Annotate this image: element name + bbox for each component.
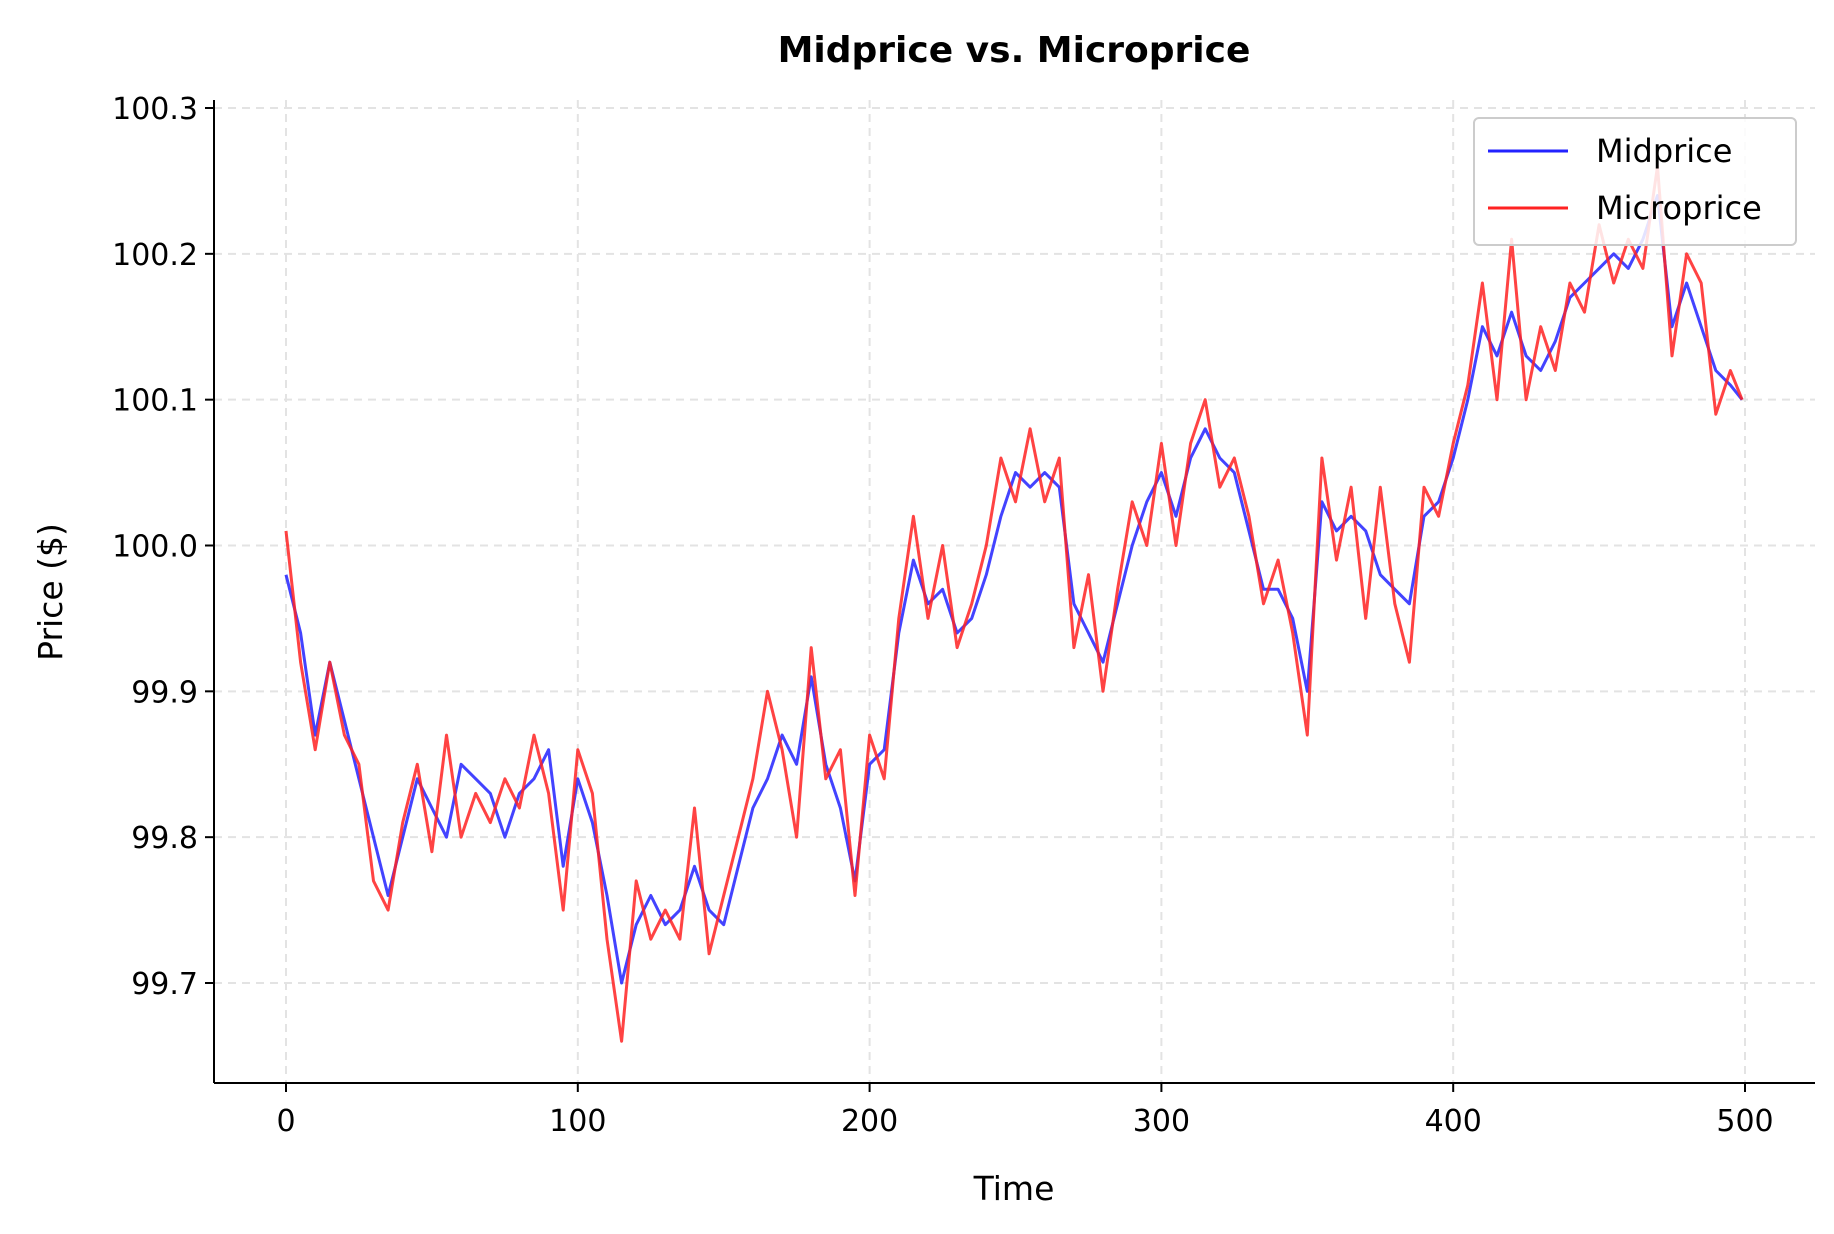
chart-title: Midprice vs. Microprice: [778, 30, 1251, 71]
legend-label-microprice: Microprice: [1596, 189, 1762, 227]
grid: [214, 100, 1815, 1083]
x-tick-label: 500: [1716, 1104, 1773, 1139]
series-line-midprice: [284, 194, 1744, 985]
series-line-microprice: [284, 164, 1744, 1043]
legend: Midprice Microprice: [1473, 117, 1797, 246]
y-axis-label: Price ($): [31, 523, 70, 661]
y-tick-label: 100.0: [112, 530, 198, 565]
x-tick-label: 0: [276, 1104, 295, 1139]
y-tick-label: 99.9: [131, 675, 198, 710]
y-tick-label: 100.2: [112, 238, 198, 273]
x-axis-label: Time: [973, 1169, 1055, 1208]
x-tick-label: 400: [1425, 1104, 1482, 1139]
series-lines: [284, 164, 1744, 1043]
legend-label-midprice: Midprice: [1596, 132, 1732, 170]
x-tick-label: 100: [549, 1104, 606, 1139]
y-tick-label: 99.7: [131, 967, 198, 1002]
y-tick-label: 100.3: [112, 92, 198, 127]
y-tick-label: 100.1: [112, 384, 198, 419]
x-tick-label: 200: [841, 1104, 898, 1139]
y-tick-label: 99.8: [131, 821, 198, 856]
axes: 0 100 200 300 400 500 99.7 99.8 99.9 100.0 100.1 10…: [112, 92, 1815, 1139]
x-tick-label: 300: [1133, 1104, 1190, 1139]
